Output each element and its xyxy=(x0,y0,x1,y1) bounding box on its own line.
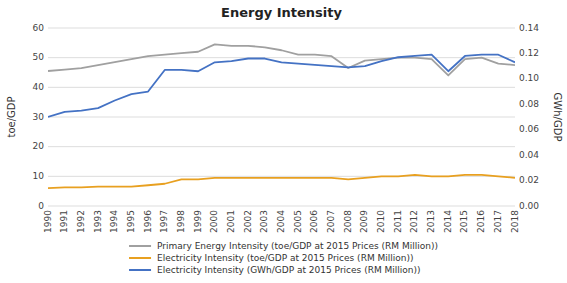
series-line xyxy=(48,175,515,188)
x-tick-label: 1991 xyxy=(59,210,69,233)
x-tick-label: 2000 xyxy=(209,210,219,233)
legend-label: Electricity Intensity (GWh/GDP at 2015 P… xyxy=(157,265,420,275)
y2-tick-label: 0.12 xyxy=(519,48,539,58)
x-tick-label: 1995 xyxy=(126,210,136,233)
grid-line xyxy=(48,57,515,58)
legend-label: Primary Energy Intensity (toe/GDP at 201… xyxy=(157,241,438,251)
y2-tick-label: 0.00 xyxy=(519,201,539,211)
y-tick-label: 0 xyxy=(38,201,44,211)
x-tick-label: 1998 xyxy=(176,210,186,233)
legend: Primary Energy Intensity (toe/GDP at 201… xyxy=(129,241,438,275)
x-tick-label: 2005 xyxy=(293,210,303,233)
x-tick-label: 2014 xyxy=(443,210,453,233)
y2-axis-label: GWh/GDP xyxy=(552,93,563,142)
y2-tick-label: 0.10 xyxy=(519,73,539,83)
legend-label: Electricity Intensity (toe/GDP at 2015 P… xyxy=(157,253,413,263)
x-tick-label: 2013 xyxy=(426,210,436,233)
x-tick-label: 1993 xyxy=(93,210,103,233)
x-tick-label: 2009 xyxy=(359,210,369,233)
series-line xyxy=(48,55,515,117)
x-tick-label: 2004 xyxy=(276,210,286,233)
y-tick-label: 30 xyxy=(33,112,45,122)
plot-area xyxy=(48,44,515,188)
y2-tick-label: 0.08 xyxy=(519,99,539,109)
title: Energy Intensity xyxy=(221,5,342,20)
y2-tick-label: 0.02 xyxy=(519,175,539,185)
x-tick-label: 2011 xyxy=(393,210,403,233)
legend-swatch xyxy=(129,245,151,247)
x-tick-label: 2002 xyxy=(243,210,253,233)
x-tick-label: 2010 xyxy=(376,210,386,233)
x-tick-label: 1990 xyxy=(43,210,53,233)
x-tick-label: 1996 xyxy=(143,210,153,233)
x-tick-label: 2016 xyxy=(476,210,486,233)
series-line xyxy=(48,44,515,75)
y-axis-label: toe/GDP xyxy=(6,96,17,137)
x-tick-label: 2015 xyxy=(459,210,469,233)
x-tick-label: 2007 xyxy=(326,210,336,233)
y2-tick-label: 0.14 xyxy=(519,23,539,33)
x-tick-label: 2006 xyxy=(309,210,319,233)
legend-swatch xyxy=(129,269,151,271)
x-tick-label: 1999 xyxy=(193,210,203,233)
y-tick-label: 50 xyxy=(33,52,45,62)
x-tick-label: 1997 xyxy=(159,210,169,233)
legend-swatch xyxy=(129,257,151,259)
y2-tick-label: 0.06 xyxy=(519,124,539,134)
x-tick-label: 2017 xyxy=(493,210,503,233)
grid-line xyxy=(48,206,515,207)
x-tick-label: 1992 xyxy=(76,210,86,233)
y-tick-label: 20 xyxy=(33,141,45,151)
y-tick-label: 60 xyxy=(33,23,45,33)
x-tick-label: 2001 xyxy=(226,210,236,233)
y2-tick-label: 0.04 xyxy=(519,150,539,160)
x-tick-label: 2018 xyxy=(510,210,520,233)
y-tick-label: 10 xyxy=(33,171,45,181)
grid-line xyxy=(48,146,515,147)
chart: Energy Intensity 0 10 20 30 40 50 60 0.00 0.02 0.0… xyxy=(0,0,567,283)
grid-line xyxy=(48,117,515,118)
x-tick-label: 1994 xyxy=(109,210,119,233)
x-tick-label: 2008 xyxy=(343,210,353,233)
x-tick-label: 2012 xyxy=(409,210,419,233)
grid-line xyxy=(48,87,515,88)
x-tick-label: 2003 xyxy=(259,210,269,233)
y-tick-label: 40 xyxy=(33,82,45,92)
grid-line xyxy=(48,28,515,29)
